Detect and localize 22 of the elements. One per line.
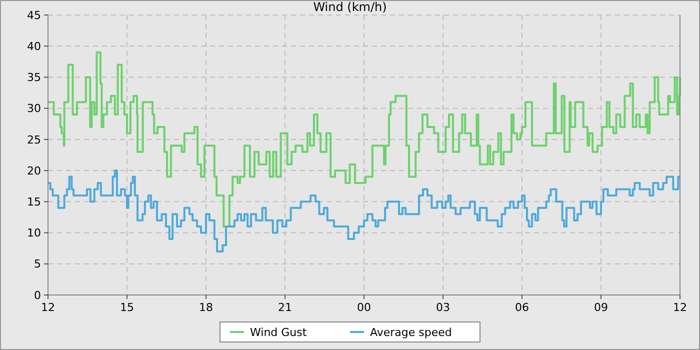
y-tick-label: 5 — [34, 258, 41, 271]
x-tick-label: 06 — [515, 301, 529, 314]
y-tick-label: 35 — [27, 71, 41, 84]
y-tick-label: 25 — [27, 133, 41, 146]
y-tick-label: 10 — [27, 226, 41, 240]
x-tick-label: 18 — [199, 301, 213, 314]
x-tick-label: 12 — [41, 301, 55, 314]
x-tick-label: 00 — [357, 301, 371, 314]
legend-label: Average speed — [370, 326, 452, 339]
x-tick-label: 15 — [120, 301, 134, 314]
y-tick-label: 40 — [27, 40, 41, 53]
y-tick-label: 30 — [27, 102, 41, 116]
y-tick-label: 15 — [27, 196, 41, 209]
y-tick-label: 0 — [34, 288, 41, 302]
x-tick-label: 03 — [436, 301, 450, 314]
x-tick-label: 21 — [278, 301, 292, 314]
y-tick-label: 20 — [27, 164, 41, 178]
x-tick-label: 12 — [673, 301, 687, 314]
y-tick-label: 45 — [27, 8, 41, 22]
chart-title: Wind (km/h) — [313, 0, 387, 14]
x-tick-label: 09 — [594, 301, 608, 314]
legend-label: Wind Gust — [250, 326, 308, 339]
